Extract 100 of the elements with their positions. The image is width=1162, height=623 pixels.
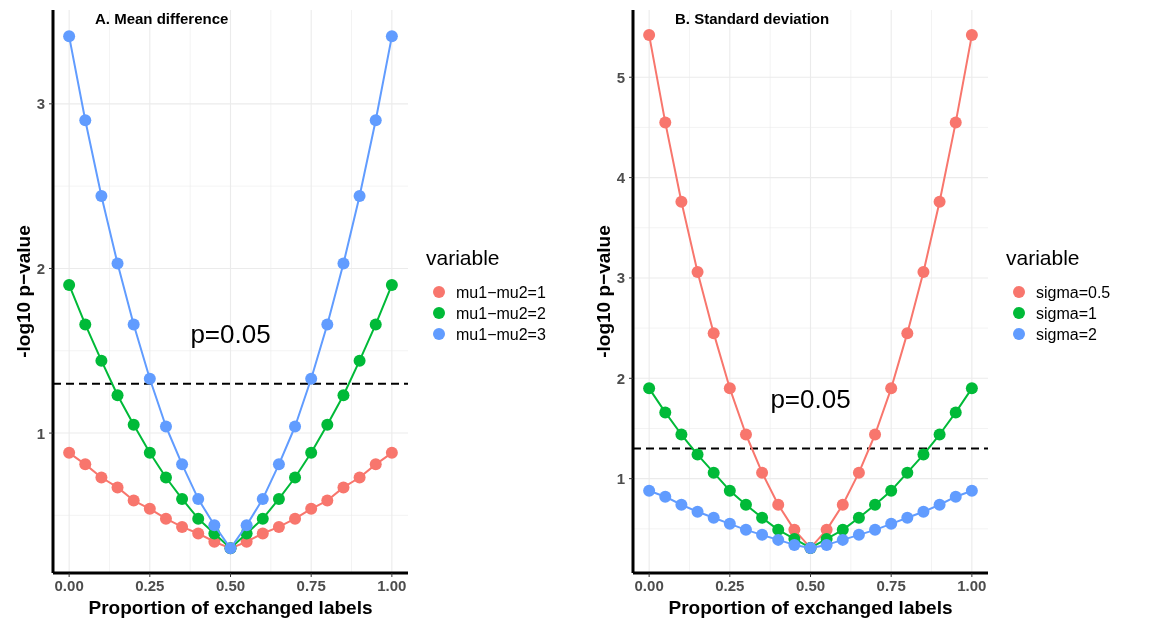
point	[63, 30, 76, 43]
point	[917, 448, 930, 461]
x-tick-label: 1.00	[377, 577, 407, 594]
point	[965, 484, 978, 497]
point	[95, 190, 108, 203]
point	[723, 382, 736, 395]
point	[143, 502, 156, 515]
point	[739, 498, 752, 511]
point	[321, 418, 334, 431]
point	[95, 354, 108, 367]
point	[159, 471, 172, 484]
point	[176, 458, 189, 471]
x-tick-label: 0.50	[215, 577, 246, 594]
point	[675, 428, 688, 441]
point	[885, 517, 898, 530]
point	[385, 446, 398, 459]
point	[321, 494, 334, 507]
point	[772, 533, 785, 546]
x-axis-title: Proportion of exchanged labels	[668, 597, 953, 618]
point	[192, 492, 205, 505]
point	[127, 494, 140, 507]
point	[643, 29, 656, 42]
point	[289, 471, 302, 484]
y-tick-label: 1	[616, 470, 625, 488]
legend-label: sigma=2	[1036, 325, 1098, 343]
point	[353, 354, 366, 367]
point	[256, 492, 269, 505]
y-tick-label: 3	[36, 95, 45, 113]
point	[675, 195, 688, 208]
point	[63, 278, 76, 291]
point	[885, 382, 898, 395]
point	[63, 446, 76, 459]
point	[852, 511, 865, 524]
x-tick-label: 0.25	[135, 577, 165, 594]
x-tick-label: 0.25	[715, 577, 745, 594]
point	[836, 533, 849, 546]
x-tick-label: 0.50	[795, 577, 826, 594]
point	[208, 519, 221, 532]
point	[111, 389, 124, 402]
point	[933, 195, 946, 208]
point	[192, 512, 205, 525]
point	[240, 519, 253, 532]
y-axis-title: -log10 p−value	[13, 225, 34, 358]
point	[176, 520, 189, 533]
point	[353, 190, 366, 203]
x-axis-title: Proportion of exchanged labels	[88, 597, 373, 618]
y-tick-label: 1	[36, 424, 45, 442]
point	[949, 406, 962, 419]
point	[901, 511, 914, 524]
point	[691, 265, 704, 278]
point	[111, 481, 124, 494]
point	[79, 114, 92, 127]
chart-title: A. Mean difference	[95, 10, 229, 27]
point	[369, 458, 382, 471]
point	[820, 538, 833, 551]
point	[643, 382, 656, 395]
x-tick-label: 1.00	[957, 577, 987, 594]
point	[756, 511, 769, 524]
point	[772, 523, 785, 536]
x-tick-label: 0.75	[296, 577, 326, 594]
annotation: p=0.05	[770, 383, 851, 414]
point	[659, 490, 672, 503]
point	[256, 527, 269, 540]
point	[95, 471, 108, 484]
point	[337, 257, 350, 270]
point	[127, 418, 140, 431]
point	[901, 466, 914, 479]
point	[305, 372, 318, 385]
point	[691, 448, 704, 461]
point	[289, 420, 302, 433]
x-tick-label: 0.00	[54, 577, 84, 594]
y-tick-label: 2	[36, 259, 45, 277]
point	[965, 382, 978, 395]
point	[917, 505, 930, 518]
point	[723, 517, 736, 530]
point	[176, 492, 189, 505]
annotation: p=0.05	[190, 318, 271, 349]
point	[353, 471, 366, 484]
point	[289, 512, 302, 525]
point	[337, 389, 350, 402]
point	[256, 512, 269, 525]
point	[337, 481, 350, 494]
point	[788, 538, 801, 551]
point	[79, 458, 92, 471]
point	[917, 265, 930, 278]
point	[772, 498, 785, 511]
point	[272, 458, 285, 471]
point	[659, 116, 672, 129]
point	[143, 446, 156, 459]
point	[659, 406, 672, 419]
point	[933, 428, 946, 441]
legend-title: variable	[426, 246, 500, 269]
legend-label: sigma=0.5	[1036, 283, 1111, 301]
y-tick-label: 5	[616, 68, 625, 86]
point	[869, 523, 882, 536]
point	[143, 372, 156, 385]
y-tick-label: 3	[616, 269, 625, 287]
point	[272, 492, 285, 505]
legend-label: mu1−mu2=3	[456, 325, 546, 343]
point	[385, 278, 398, 291]
